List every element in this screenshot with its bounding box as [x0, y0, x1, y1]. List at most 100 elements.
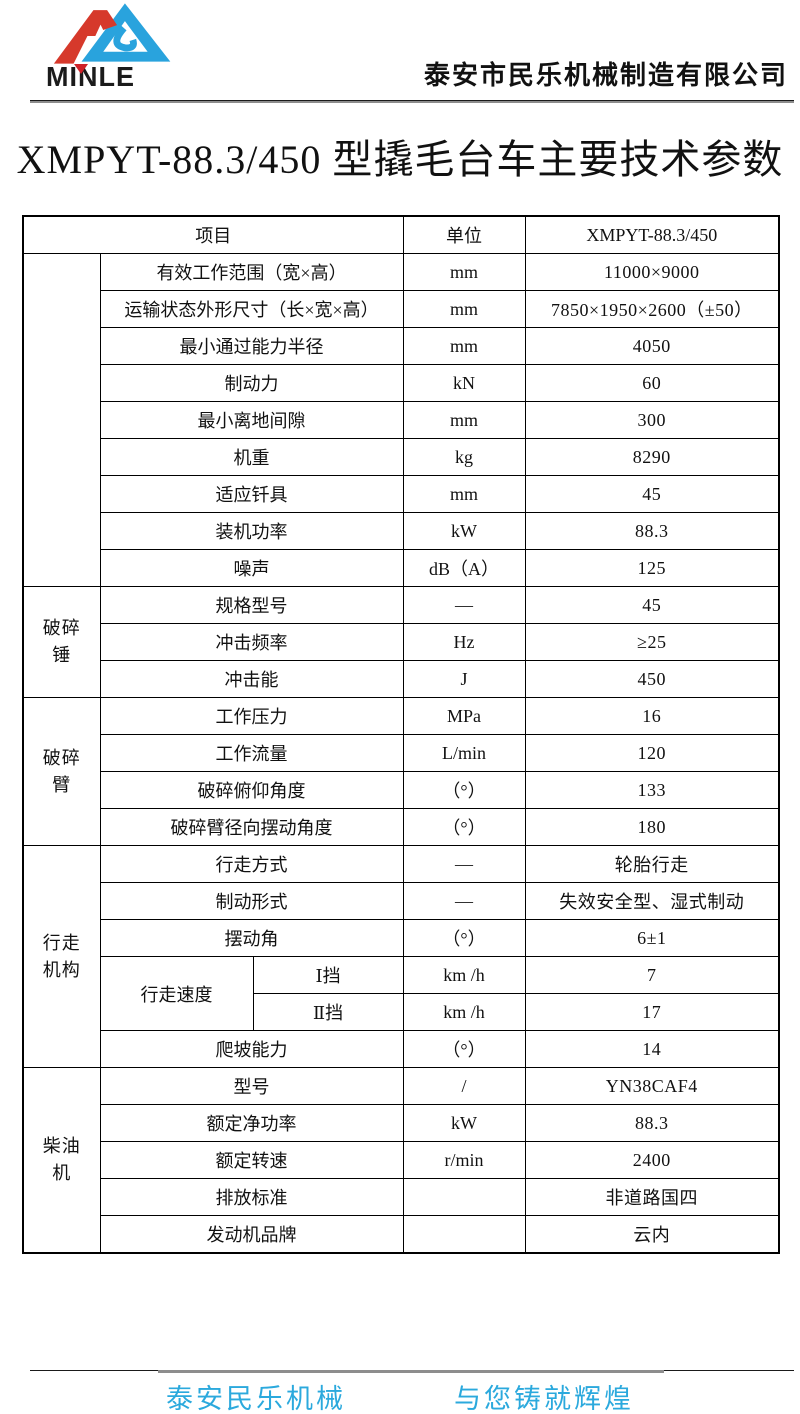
item-label: 最小离地间隙: [99, 401, 404, 439]
unit-value: kN: [402, 364, 526, 402]
spec-value: 非道路国四: [524, 1178, 780, 1216]
unit-value: kW: [402, 512, 526, 550]
unit-value: （°）: [402, 1030, 526, 1068]
footer-text: 泰安民乐机械 与您铸就辉煌: [0, 1377, 800, 1414]
table-row: 机重 kg 8290: [23, 438, 780, 476]
page-footer: 泰安民乐机械 与您铸就辉煌: [0, 1370, 800, 1414]
unit-value: （°）: [402, 771, 526, 809]
table-row: 破碎 臂工作压力 MPa 16: [22, 697, 780, 846]
table-row: 破碎臂径向摆动角度 （°） 180: [23, 808, 780, 846]
col-header-model: XMPYT-88.3/450: [524, 215, 780, 254]
unit-value: dB（A）: [402, 549, 526, 587]
spec-value: 17: [524, 993, 780, 1031]
spec-value: 133: [524, 771, 780, 809]
spec-value: 轮胎行走: [524, 845, 780, 883]
spec-table-body: 有效工作范围（宽×高） mm 11000×9000 运输状态外形尺寸（长×宽×高） mm…: [22, 253, 780, 1254]
unit-value: km /h: [402, 993, 526, 1031]
minle-logo-mark: [53, 3, 171, 64]
table-row: 制动形式 — 失效安全型、湿式制动: [23, 882, 780, 920]
minle-logo: MINLE: [46, 0, 196, 94]
item-label: 排放标准: [99, 1178, 404, 1216]
group-label: [22, 253, 101, 587]
spec-value: 云内: [524, 1215, 780, 1254]
minle-logo-text: MINLE: [46, 61, 135, 93]
unit-value: km /h: [402, 956, 526, 994]
spec-value: 300: [524, 401, 780, 439]
spec-value: 6±1: [524, 919, 780, 957]
unit-value: [402, 1178, 526, 1216]
table-row: 破碎俯仰角度 （°） 133: [23, 771, 780, 809]
unit-value: （°）: [402, 808, 526, 846]
item-label: 噪声: [99, 549, 404, 587]
item-label: 机重: [99, 438, 404, 476]
logo-triangle-icon: [74, 64, 88, 74]
item-label: 装机功率: [99, 512, 404, 550]
table-row: 有效工作范围（宽×高） mm 11000×9000: [22, 253, 780, 587]
item-label: 适应钎具: [99, 475, 404, 513]
spec-value: 88.3: [524, 512, 780, 550]
spec-value: 125: [524, 549, 780, 587]
spec-value: 7: [524, 956, 780, 994]
table-row: 装机功率 kW 88.3: [23, 512, 780, 550]
unit-value: —: [402, 586, 526, 624]
group-label: 柴油 机: [22, 1067, 101, 1254]
logo-blue-triangle: [81, 3, 171, 62]
sub-item-label: Ⅰ挡: [252, 956, 404, 994]
spec-value: 7850×1950×2600（±50）: [524, 290, 780, 328]
table-row: 制动力 kN 60: [23, 364, 780, 402]
unit-value: /: [402, 1067, 526, 1105]
table-row: Ⅱ挡 km /h 17: [23, 993, 780, 1031]
footer-slogan: 与您铸就辉煌: [454, 1384, 634, 1414]
item-label: 有效工作范围（宽×高）: [99, 253, 404, 291]
item-label: 额定净功率: [99, 1104, 404, 1142]
logo-blue-hook: [113, 25, 137, 52]
unit-value: mm: [402, 401, 526, 439]
table-row: 运输状态外形尺寸（长×宽×高） mm 7850×1950×2600（±50）: [23, 290, 780, 328]
unit-value: MPa: [402, 697, 526, 735]
table-header-row: 项目 单位 XMPYT-88.3/450: [22, 215, 780, 254]
unit-value: mm: [402, 475, 526, 513]
item-label: 最小通过能力半径: [99, 327, 404, 365]
table-row: 排放标准 非道路国四: [23, 1178, 780, 1216]
company-name: 泰安市民乐机械制造有限公司: [423, 61, 788, 90]
item-label: 额定转速: [99, 1141, 404, 1179]
sub-item-label: Ⅱ挡: [252, 993, 404, 1031]
unit-value: r/min: [402, 1141, 526, 1179]
page-title: XMPYT-88.3/450 型撬毛台车主要技术参数: [16, 137, 784, 182]
unit-value: mm: [402, 253, 526, 291]
col-header-item: 项目: [22, 215, 404, 254]
unit-value: mm: [402, 327, 526, 365]
item-label: 制动形式: [99, 882, 404, 920]
spec-value: 11000×9000: [524, 253, 780, 291]
unit-value: —: [402, 845, 526, 883]
spec-value: ≥25: [524, 623, 780, 661]
spec-value: 180: [524, 808, 780, 846]
col-header-unit: 单位: [402, 215, 526, 254]
header-divider: [30, 100, 794, 103]
item-label: 行走速度: [99, 956, 254, 1031]
item-label: 破碎俯仰角度: [99, 771, 404, 809]
item-label: 制动力: [99, 364, 404, 402]
item-label: 工作流量: [99, 734, 404, 772]
page-header: MINLE 泰安市民乐机械制造有限公司: [0, 0, 800, 100]
table-row: 额定净功率 kW 88.3: [23, 1104, 780, 1142]
item-label: 爬坡能力: [99, 1030, 404, 1068]
item-label: 运输状态外形尺寸（长×宽×高）: [99, 290, 404, 328]
table-row: 破碎 锤规格型号 —45: [22, 586, 780, 698]
table-row: 最小通过能力半径 mm 4050: [23, 327, 780, 365]
logo-red-peak: [53, 10, 108, 64]
group-label: 破碎 臂: [22, 697, 101, 846]
spec-value: 120: [524, 734, 780, 772]
spec-value: 失效安全型、湿式制动: [524, 882, 780, 920]
spec-value: 4050: [524, 327, 780, 365]
unit-value: —: [402, 882, 526, 920]
table-row: 冲击频率 Hz ≥25: [23, 623, 780, 661]
item-label: 型号: [99, 1067, 404, 1105]
table-row: 柴油 机型号 / YN38CAF4: [22, 1067, 780, 1254]
item-label: 行走方式: [99, 845, 404, 883]
table-row: 行走速度 Ⅰ挡 km /h 7: [23, 956, 780, 1031]
item-label: 规格型号: [99, 586, 404, 624]
unit-value: kW: [402, 1104, 526, 1142]
table-row: 适应钎具 mm 45: [23, 475, 780, 513]
